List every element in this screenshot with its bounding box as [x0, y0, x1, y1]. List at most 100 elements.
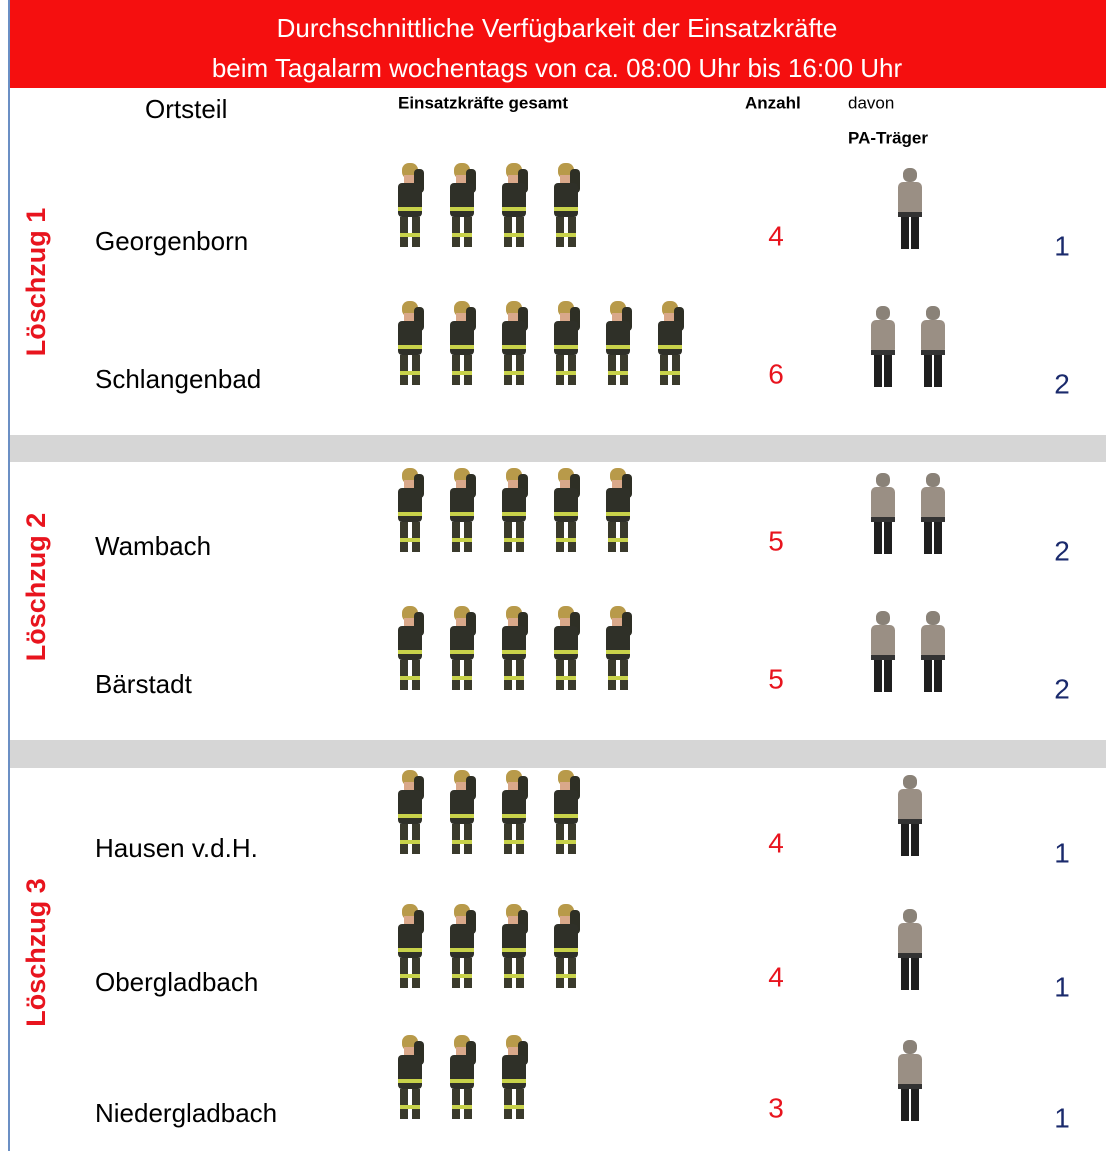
leg — [608, 660, 616, 690]
pa-icon — [898, 909, 922, 990]
torso — [554, 626, 578, 660]
pa-icon — [898, 1040, 922, 1121]
leg — [516, 824, 524, 854]
leg — [568, 217, 576, 247]
stripe — [502, 650, 526, 654]
torso — [502, 183, 526, 217]
stripe — [556, 538, 576, 542]
count-value: 4 — [768, 220, 784, 251]
firefighter-icon — [502, 468, 528, 552]
leg — [911, 958, 919, 990]
stripe — [398, 345, 422, 349]
firefighter-icon — [502, 163, 528, 247]
stripe — [450, 650, 474, 654]
stripe — [400, 974, 420, 978]
leg — [452, 958, 460, 988]
leg — [884, 355, 892, 387]
helmet — [926, 611, 940, 625]
stripe — [606, 650, 630, 654]
stripe — [608, 538, 628, 542]
pa-value: 1 — [1054, 971, 1070, 1002]
stripe — [450, 345, 474, 349]
face — [508, 480, 520, 488]
stripe — [502, 207, 526, 211]
torso — [502, 924, 526, 958]
torso — [898, 923, 922, 957]
torso — [398, 1055, 422, 1089]
torso — [554, 321, 578, 355]
leg — [620, 660, 628, 690]
torso — [921, 625, 945, 659]
stripe — [452, 840, 472, 844]
belt — [921, 350, 945, 355]
firefighter-icon — [398, 163, 424, 247]
stripe — [502, 948, 526, 952]
leg — [884, 522, 892, 554]
torso — [606, 488, 630, 522]
stripe — [450, 207, 474, 211]
leg — [504, 824, 512, 854]
stripe — [400, 233, 420, 237]
leg — [556, 217, 564, 247]
face — [404, 313, 416, 321]
leg — [924, 355, 932, 387]
location-name: Schlangenbad — [95, 364, 261, 394]
title-bar — [8, 0, 1106, 88]
stripe — [450, 512, 474, 516]
stripe — [502, 345, 526, 349]
firefighter-icon — [502, 606, 528, 690]
group-label: Löschzug 1 — [21, 208, 51, 357]
leg — [901, 824, 909, 856]
face — [612, 618, 624, 626]
helmet — [903, 168, 917, 182]
torso — [502, 790, 526, 824]
torso — [502, 321, 526, 355]
face — [612, 480, 624, 488]
stripe — [504, 233, 524, 237]
face — [404, 175, 416, 183]
leg — [464, 522, 472, 552]
col-header: Einsatzkräfte gesamt — [398, 93, 568, 112]
leg — [504, 355, 512, 385]
leg — [412, 958, 420, 988]
firefighter-icon — [554, 301, 580, 385]
stripe — [398, 814, 422, 818]
stripe — [398, 1079, 422, 1083]
face — [508, 313, 520, 321]
torso — [921, 320, 945, 354]
leg — [608, 522, 616, 552]
leg — [556, 824, 564, 854]
stripe — [502, 1079, 526, 1083]
leg — [901, 958, 909, 990]
firefighter-icon — [502, 904, 528, 988]
location-name: Niedergladbach — [95, 1098, 277, 1128]
helmet — [876, 473, 890, 487]
firefighter-icon — [398, 770, 424, 854]
stripe — [504, 840, 524, 844]
pa-icon — [921, 611, 945, 692]
stripe — [606, 512, 630, 516]
face — [508, 916, 520, 924]
count-value: 4 — [768, 961, 784, 992]
leg — [620, 355, 628, 385]
firefighter-icon — [554, 163, 580, 247]
stripe — [554, 650, 578, 654]
firefighter-icon — [450, 770, 476, 854]
col-header: Anzahl — [745, 93, 801, 112]
firefighter-icon — [502, 301, 528, 385]
torso — [606, 626, 630, 660]
leg — [568, 660, 576, 690]
leg — [901, 1089, 909, 1121]
helmet — [876, 611, 890, 625]
torso — [398, 790, 422, 824]
belt — [898, 953, 922, 958]
torso — [398, 183, 422, 217]
leg — [516, 1089, 524, 1119]
leg — [464, 824, 472, 854]
leg — [464, 355, 472, 385]
firefighter-icon — [398, 301, 424, 385]
leg — [934, 355, 942, 387]
leg — [400, 824, 408, 854]
stripe — [452, 233, 472, 237]
leg — [400, 958, 408, 988]
